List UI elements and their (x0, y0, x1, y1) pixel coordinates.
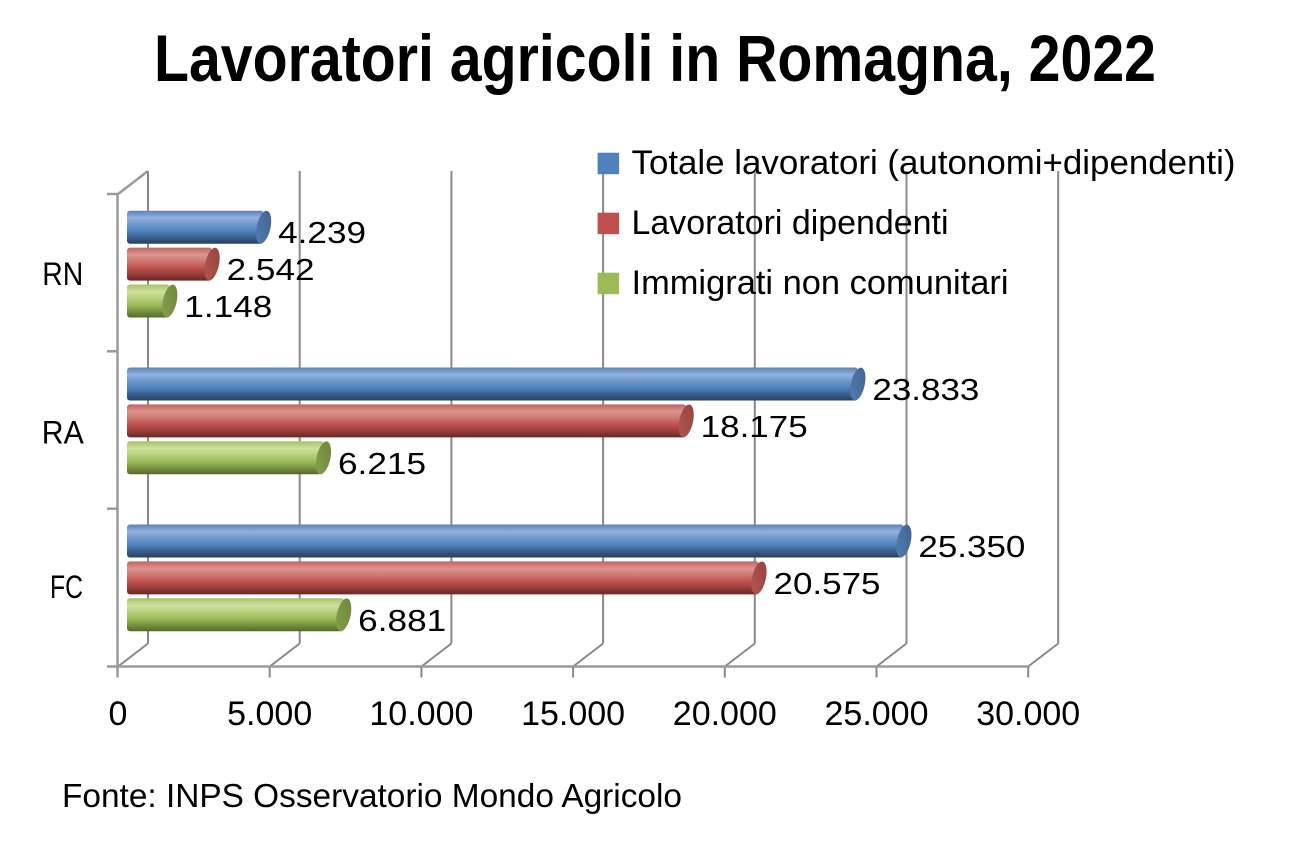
svg-text:25.000: 25.000 (825, 695, 929, 733)
svg-text:10.000: 10.000 (369, 695, 473, 733)
svg-text:6.215: 6.215 (338, 446, 426, 481)
svg-text:6.881: 6.881 (358, 603, 446, 638)
svg-text:18.175: 18.175 (701, 409, 808, 444)
svg-text:Lavoratori agricoli in Romagna: Lavoratori agricoli in Romagna, 2022 (154, 21, 1156, 95)
svg-text:0: 0 (109, 695, 128, 733)
svg-text:15.000: 15.000 (521, 695, 625, 733)
svg-text:20.000: 20.000 (673, 695, 777, 733)
svg-text:4.239: 4.239 (278, 215, 366, 250)
svg-text:1.148: 1.148 (184, 289, 272, 324)
svg-text:25.350: 25.350 (918, 529, 1025, 564)
svg-text:23.833: 23.833 (872, 372, 979, 407)
svg-text:30.000: 30.000 (976, 695, 1080, 733)
svg-text:20.575: 20.575 (774, 566, 881, 601)
svg-text:Lavoratori dipendenti: Lavoratori dipendenti (632, 204, 949, 242)
svg-text:Immigrati non comunitari: Immigrati non comunitari (632, 264, 1009, 302)
svg-text:5.000: 5.000 (227, 695, 312, 733)
svg-text:2.542: 2.542 (227, 252, 315, 287)
svg-text:RA: RA (42, 415, 85, 451)
svg-text:RN: RN (42, 256, 83, 292)
svg-text:FC: FC (50, 569, 83, 605)
svg-text:Totale lavoratori (autonomi+di: Totale lavoratori (autonomi+dipendenti) (632, 144, 1236, 182)
svg-text:Fonte: INPS Osservatorio Mondo: Fonte: INPS Osservatorio Mondo Agricolo (62, 777, 682, 814)
